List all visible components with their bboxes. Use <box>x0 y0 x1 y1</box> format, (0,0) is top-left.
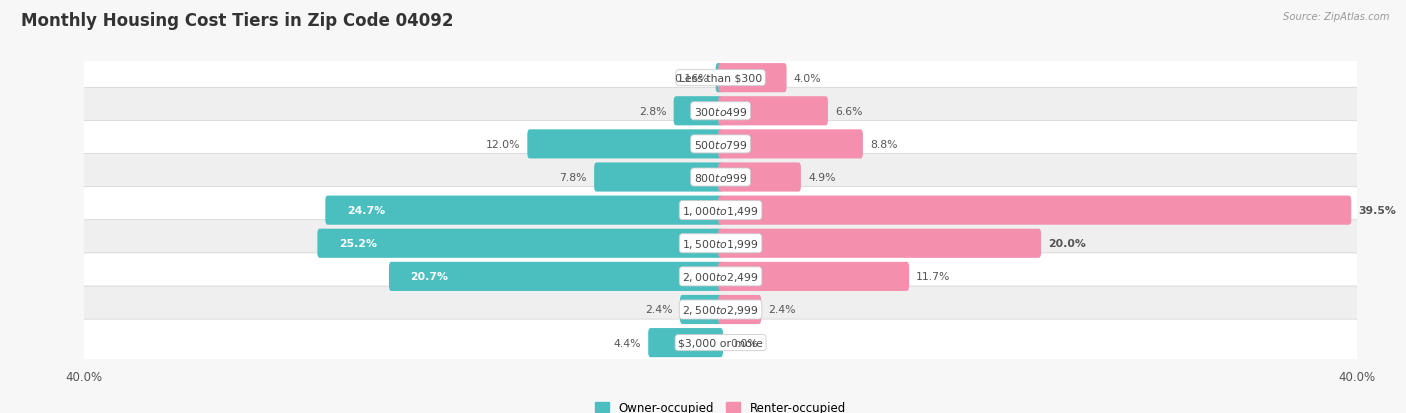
Text: $1,000 to $1,499: $1,000 to $1,499 <box>682 204 759 217</box>
FancyBboxPatch shape <box>718 262 910 291</box>
FancyBboxPatch shape <box>82 286 1360 333</box>
Text: 4.4%: 4.4% <box>613 338 641 348</box>
Text: 11.7%: 11.7% <box>917 272 950 282</box>
Text: 7.8%: 7.8% <box>560 173 586 183</box>
Text: 20.0%: 20.0% <box>1049 239 1085 249</box>
FancyBboxPatch shape <box>595 163 723 192</box>
FancyBboxPatch shape <box>82 55 1360 102</box>
Text: 25.2%: 25.2% <box>339 239 377 249</box>
FancyBboxPatch shape <box>718 130 863 159</box>
Text: $1,500 to $1,999: $1,500 to $1,999 <box>682 237 759 250</box>
Text: 8.8%: 8.8% <box>870 140 897 150</box>
Text: 0.16%: 0.16% <box>673 74 709 83</box>
FancyBboxPatch shape <box>82 253 1360 300</box>
FancyBboxPatch shape <box>318 229 723 258</box>
Text: 0.0%: 0.0% <box>730 338 758 348</box>
FancyBboxPatch shape <box>82 121 1360 168</box>
Text: 12.0%: 12.0% <box>485 140 520 150</box>
FancyBboxPatch shape <box>82 220 1360 267</box>
FancyBboxPatch shape <box>716 64 723 93</box>
FancyBboxPatch shape <box>681 295 723 324</box>
FancyBboxPatch shape <box>718 64 786 93</box>
Text: 39.5%: 39.5% <box>1358 206 1396 216</box>
FancyBboxPatch shape <box>82 187 1360 234</box>
FancyBboxPatch shape <box>718 196 1351 225</box>
FancyBboxPatch shape <box>527 130 723 159</box>
FancyBboxPatch shape <box>718 295 761 324</box>
Text: 2.4%: 2.4% <box>645 305 673 315</box>
FancyBboxPatch shape <box>718 97 828 126</box>
Text: $800 to $999: $800 to $999 <box>693 172 748 183</box>
FancyBboxPatch shape <box>673 97 723 126</box>
FancyBboxPatch shape <box>82 319 1360 366</box>
FancyBboxPatch shape <box>718 163 801 192</box>
Text: Less than $300: Less than $300 <box>679 74 762 83</box>
Text: Source: ZipAtlas.com: Source: ZipAtlas.com <box>1282 12 1389 22</box>
Text: Monthly Housing Cost Tiers in Zip Code 04092: Monthly Housing Cost Tiers in Zip Code 0… <box>21 12 454 30</box>
Text: $3,000 or more: $3,000 or more <box>678 338 763 348</box>
FancyBboxPatch shape <box>389 262 723 291</box>
FancyBboxPatch shape <box>82 154 1360 201</box>
Text: $2,500 to $2,999: $2,500 to $2,999 <box>682 303 759 316</box>
Text: 2.8%: 2.8% <box>638 107 666 116</box>
Text: 6.6%: 6.6% <box>835 107 863 116</box>
FancyBboxPatch shape <box>718 229 1040 258</box>
Legend: Owner-occupied, Renter-occupied: Owner-occupied, Renter-occupied <box>591 396 851 413</box>
Text: 24.7%: 24.7% <box>347 206 385 216</box>
Text: 20.7%: 20.7% <box>411 272 449 282</box>
Text: $500 to $799: $500 to $799 <box>693 139 748 150</box>
Text: $2,000 to $2,499: $2,000 to $2,499 <box>682 270 759 283</box>
Text: 4.9%: 4.9% <box>808 173 835 183</box>
Text: 2.4%: 2.4% <box>768 305 796 315</box>
FancyBboxPatch shape <box>82 88 1360 135</box>
Text: $300 to $499: $300 to $499 <box>693 106 748 117</box>
FancyBboxPatch shape <box>325 196 723 225</box>
Text: 4.0%: 4.0% <box>794 74 821 83</box>
FancyBboxPatch shape <box>648 328 723 357</box>
